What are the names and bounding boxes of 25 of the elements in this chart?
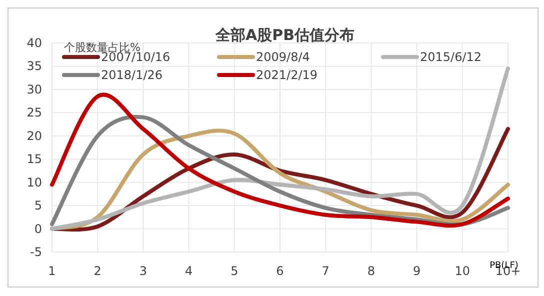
- x-tick-label: 3: [139, 264, 148, 278]
- x-tick-label: 6: [276, 264, 284, 278]
- legend-label: 2021/2/19: [256, 68, 318, 82]
- y-tick-label: 5: [34, 198, 42, 213]
- y-tick-label: 40: [26, 36, 42, 50]
- x-tick-label: 7: [322, 264, 330, 278]
- y-tick-label: 25: [26, 106, 42, 120]
- y-tick-label: 35: [26, 59, 42, 74]
- x-tick-label: 1: [48, 264, 56, 278]
- legend-label: 2009/8/4: [256, 50, 310, 64]
- legend-label: 2018/1/26: [101, 68, 163, 82]
- y-tick-label: 15: [26, 152, 42, 166]
- x-tick-label: 2: [94, 264, 102, 278]
- y-tick-label: 0: [34, 222, 42, 236]
- legend-label: 2015/6/12: [420, 50, 482, 64]
- y-tick-label: 10: [26, 175, 42, 190]
- x-tick-label: 9: [412, 264, 421, 278]
- y-tick-label: -5: [30, 245, 42, 259]
- y-tick-label: 20: [26, 128, 42, 143]
- x-tick-label: 8: [367, 264, 376, 278]
- x-tick-label: 10: [454, 264, 470, 278]
- y-tick-label: 30: [26, 82, 42, 96]
- x-tick-label: 5: [230, 264, 238, 278]
- chart-title: 全部A股PB估值分布: [214, 26, 355, 44]
- x-tick-label: 4: [184, 264, 193, 278]
